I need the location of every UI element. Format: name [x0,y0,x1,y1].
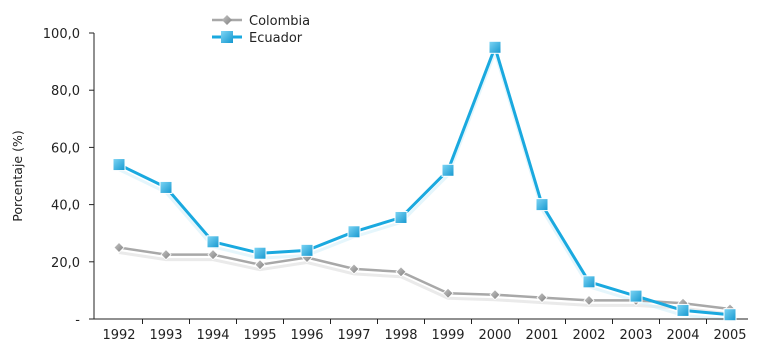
data-point-colombia-1992 [113,241,125,254]
data-point-colombia-1993 [160,249,172,261]
series-layer [112,40,737,322]
x-tick-label-1999: 1999 [431,328,464,343]
legend-item-ecuador: Ecuador [212,31,303,46]
data-point-ecuador-2002 [582,275,596,289]
legend-label-colombia: Colombia [249,14,310,29]
data-point-ecuador-2000 [488,40,502,54]
x-tick-label-1995: 1995 [243,328,276,343]
data-point-colombia-2002 [583,294,595,306]
axes [89,32,748,324]
data-point-colombia-2000 [489,289,501,301]
x-tick-label-1992: 1992 [102,328,135,343]
x-tick-label-2001: 2001 [525,328,558,343]
x-tick-label-2000: 2000 [478,328,511,343]
data-point-ecuador-1994 [206,235,220,249]
series-shadow-colombia [118,251,731,316]
y-tick-label-4: 80,0 [51,84,80,99]
data-point-colombia-1997 [348,263,360,275]
data-point-ecuador-1996 [300,243,314,257]
x-tick-label-1997: 1997 [337,328,370,343]
tick-labels: - 20,0 40,0 60,0 80,0 100,0 1992 1993 1994 1995 19… [43,27,747,343]
data-point-ecuador-2005 [723,308,737,322]
data-point-ecuador-1992 [112,158,126,172]
y-tick-label-2: 40,0 [51,199,80,214]
data-point-colombia-1995 [254,259,266,271]
x-tick-label-2004: 2004 [666,328,699,343]
y-tick-label-5: 100,0 [43,27,80,42]
x-tick-label-2005: 2005 [713,328,746,343]
x-tick-label-2002: 2002 [572,328,605,343]
data-point-ecuador-2003 [629,289,643,303]
data-point-ecuador-1993 [159,180,173,194]
data-point-colombia-1994 [207,249,219,261]
data-point-ecuador-1995 [253,246,267,260]
x-tick-label-1993: 1993 [149,328,182,343]
legend-item-colombia: Colombia [212,14,310,29]
data-point-colombia-2001 [536,291,548,304]
data-point-ecuador-1997 [347,225,361,239]
legend-marker-colombia [222,15,232,25]
y-tick-label-0: - [75,313,80,328]
x-tick-label-1998: 1998 [384,328,417,343]
legend-marker-ecuador [221,31,233,43]
legend-label-ecuador: Ecuador [249,31,303,46]
x-tick-label-1996: 1996 [290,328,323,343]
data-point-ecuador-1998 [394,210,408,224]
series-line-ecuador [118,45,731,317]
series-line-colombia [118,246,731,311]
y-tick-label-1: 20,0 [51,256,80,271]
data-point-colombia-1999 [442,287,454,299]
y-tick-label-3: 60,0 [51,141,80,156]
legend: Colombia Ecuador [212,14,310,46]
data-point-ecuador-2001 [535,198,549,212]
y-axis-title: Porcentaje (%) [10,130,25,221]
data-point-ecuador-1999 [441,163,455,177]
x-tick-label-1994: 1994 [196,328,229,343]
series-shadow-ecuador [118,50,731,322]
data-point-ecuador-2004 [676,303,690,317]
x-tick-label-2003: 2003 [619,328,652,343]
data-point-colombia-1998 [395,266,407,278]
series-shadow-layer [118,50,731,322]
